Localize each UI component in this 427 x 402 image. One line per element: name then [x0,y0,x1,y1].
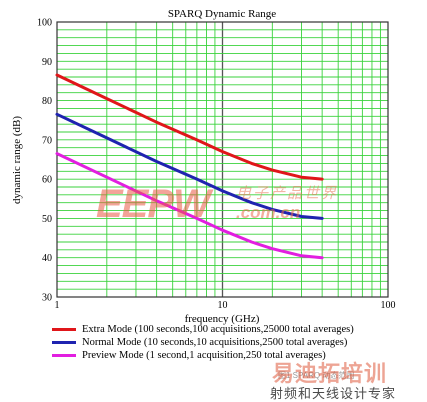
y-tick-label: 80 [42,96,52,107]
series-line-1 [55,73,324,181]
plot-frame [56,21,389,298]
y-tick-label: 100 [37,18,52,29]
series-line-3 [55,152,324,260]
legend-swatch [52,328,76,331]
eepw-watermark: EEPW [96,182,211,226]
y-tick-label: 60 [42,175,52,186]
legend-item-1: Extra Mode (100 seconds,100 acquisitions… [52,323,354,336]
legend-label: Normal Mode (10 seconds,10 acquisitions,… [82,337,348,348]
series-line-2 [55,112,324,220]
expert-watermark: 射频和天线设计专家 [270,387,397,402]
legend-label: Extra Mode (100 seconds,100 acquisitions… [82,324,354,335]
chart-title: SPARQ Dynamic Range [168,8,276,20]
y-tick-label: 50 [42,214,52,225]
x-tick-label: 100 [381,300,396,311]
y-axis-label: dynamic range (dB) [11,116,23,204]
chart-legend: Extra Mode (100 seconds,100 acquisitions… [52,323,354,362]
eepw-cn-watermark: 电子产品世界 [236,184,339,202]
y-tick-label: 70 [42,135,52,146]
x-tick-label: 10 [218,300,228,311]
x-axis-label: frequency (GHz) [185,313,260,325]
legend-label: Preview Mode (1 second,1 acquisition,250… [82,350,326,361]
legend-swatch [52,354,76,357]
y-tick-label: 40 [42,253,52,264]
y-tick-label: 30 [42,293,52,304]
domain-watermark: .com.cn [236,203,301,222]
y-tick-label: 90 [42,57,52,68]
training-watermark: 易迪拓培训 [272,362,388,387]
legend-item-2: Normal Mode (10 seconds,10 acquisitions,… [52,336,354,349]
x-tick-label: 1 [55,300,60,311]
legend-swatch [52,341,76,344]
figure-caption: 图1 SPARQ 动态范围 [278,371,355,380]
legend-item-3: Preview Mode (1 second,1 acquisition,250… [52,349,354,362]
